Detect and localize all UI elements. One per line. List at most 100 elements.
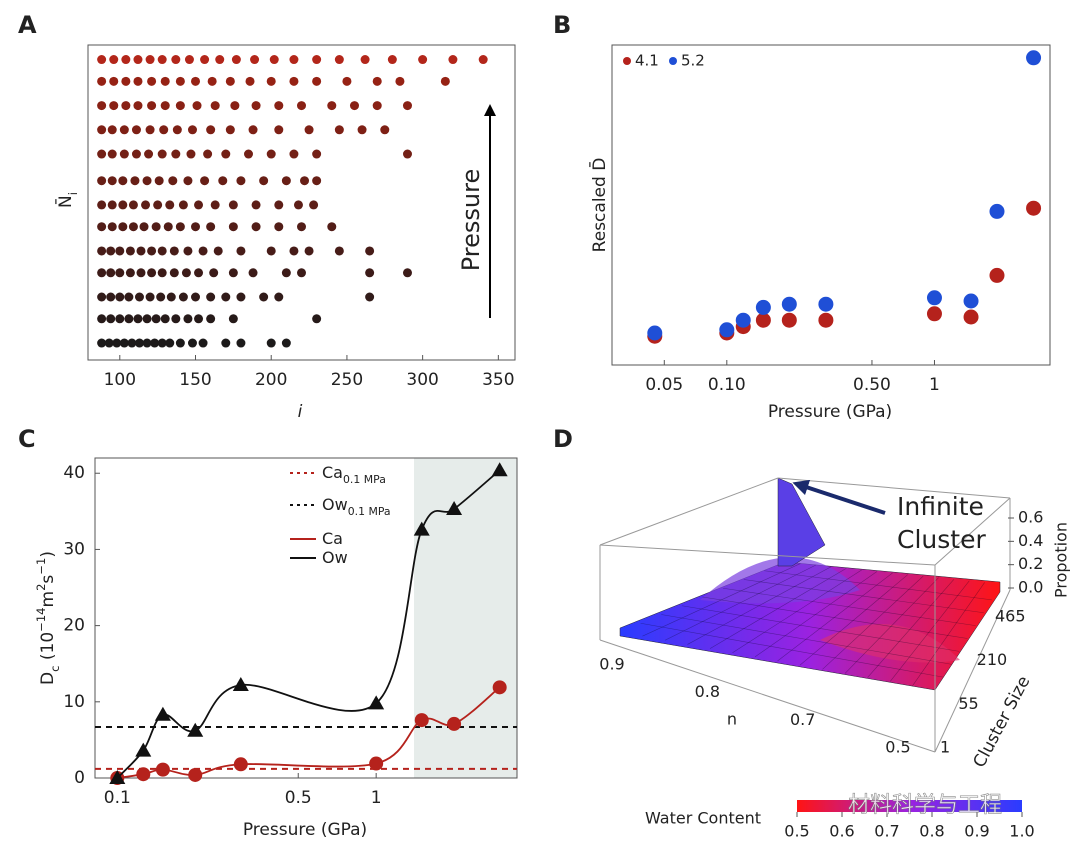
data-point: [187, 338, 197, 348]
data-point: [151, 222, 161, 232]
data-point: [206, 222, 216, 232]
data-point: [97, 176, 107, 186]
data-point: [372, 101, 382, 111]
data-point: [97, 314, 107, 324]
data-point: [157, 55, 167, 65]
data-point: [142, 338, 152, 348]
data-point: [236, 338, 246, 348]
data-point: [327, 101, 337, 111]
data-point: [133, 55, 143, 65]
data-point: [97, 246, 107, 256]
panel-label: C: [18, 425, 36, 453]
data-point: [181, 268, 191, 278]
annotation: Pressure: [457, 169, 485, 271]
surface-mesh: [709, 568, 847, 649]
data-point: [402, 149, 412, 159]
data-point: [157, 268, 167, 278]
data-marker: [188, 767, 203, 782]
data-point: [210, 200, 220, 210]
annotation-arrow: [792, 479, 886, 515]
data-point: [112, 338, 122, 348]
colorbar-tick-label: 0.5: [784, 822, 809, 841]
data-point: [145, 125, 155, 135]
data-marker: [232, 677, 249, 692]
data-point: [248, 268, 258, 278]
data-point: [259, 176, 269, 186]
data-point: [365, 292, 375, 302]
data-marker: [187, 722, 204, 737]
data-point: [236, 292, 246, 302]
data-point: [380, 125, 390, 135]
data-point: [107, 222, 117, 232]
data-point: [171, 55, 181, 65]
data-point: [106, 268, 116, 278]
plot-frame: [94, 457, 518, 779]
data-point: [118, 176, 128, 186]
data-point: [107, 176, 117, 186]
data-point: [97, 200, 107, 210]
data-point: [200, 176, 210, 186]
data-point: [97, 222, 107, 232]
data-point: [989, 203, 1005, 219]
data-point: [274, 292, 284, 302]
x-axis-label: n: [727, 710, 737, 729]
data-point: [304, 246, 314, 256]
data-point: [334, 55, 344, 65]
x-axis-label: i: [298, 402, 303, 422]
data-point: [334, 125, 344, 135]
data-point: [97, 101, 107, 111]
data-marker: [413, 521, 430, 536]
legend-label: Ow0.1 MPa: [322, 495, 391, 518]
data-point: [357, 125, 367, 135]
data-point: [719, 322, 735, 338]
data-point: [236, 176, 246, 186]
data-point: [312, 55, 322, 65]
data-point: [963, 293, 979, 309]
data-point: [266, 338, 276, 348]
data-point: [926, 290, 942, 306]
data-point: [107, 125, 117, 135]
x-tick-label: 300: [406, 370, 438, 390]
surface-bump: [700, 557, 860, 604]
data-point: [136, 246, 146, 256]
data-point: [154, 176, 164, 186]
data-point: [818, 312, 834, 328]
data-point: [281, 338, 291, 348]
data-point: [1026, 200, 1042, 216]
x-tick-label: 0.05: [645, 375, 683, 395]
data-point: [145, 55, 155, 65]
data-point: [274, 200, 284, 210]
data-point: [106, 246, 116, 256]
legend-label-part: Ow: [322, 548, 348, 567]
y-tick-label: 0: [74, 768, 85, 788]
surface-mesh: [754, 571, 878, 658]
series-line: [117, 686, 501, 779]
x-tick-label: 0.8: [695, 682, 720, 701]
data-point: [781, 312, 797, 328]
data-point: [133, 101, 143, 111]
plot-frame: [87, 44, 516, 361]
data-point: [312, 76, 322, 86]
data-point: [194, 268, 204, 278]
colorbar-tick-label: 0.6: [829, 822, 854, 841]
x-tick-label: 0.7: [790, 710, 815, 729]
data-point: [266, 149, 276, 159]
data-point: [259, 292, 269, 302]
x-tick-label: 1: [929, 375, 940, 395]
data-point: [198, 246, 208, 256]
y-tick-label: 55: [958, 694, 978, 713]
data-point: [228, 314, 238, 324]
series-line: [116, 469, 501, 779]
data-point: [97, 338, 107, 348]
y-tick-label: 30: [63, 539, 85, 559]
data-point: [194, 200, 204, 210]
data-point: [312, 176, 322, 186]
y-axis-label: N̄i: [54, 192, 80, 208]
data-point: [147, 246, 157, 256]
surface-mesh: [723, 587, 976, 626]
data-marker: [154, 706, 171, 721]
data-point: [109, 76, 119, 86]
data-point: [104, 338, 114, 348]
y-tick-label: 210: [977, 650, 1008, 669]
data-point: [191, 76, 201, 86]
